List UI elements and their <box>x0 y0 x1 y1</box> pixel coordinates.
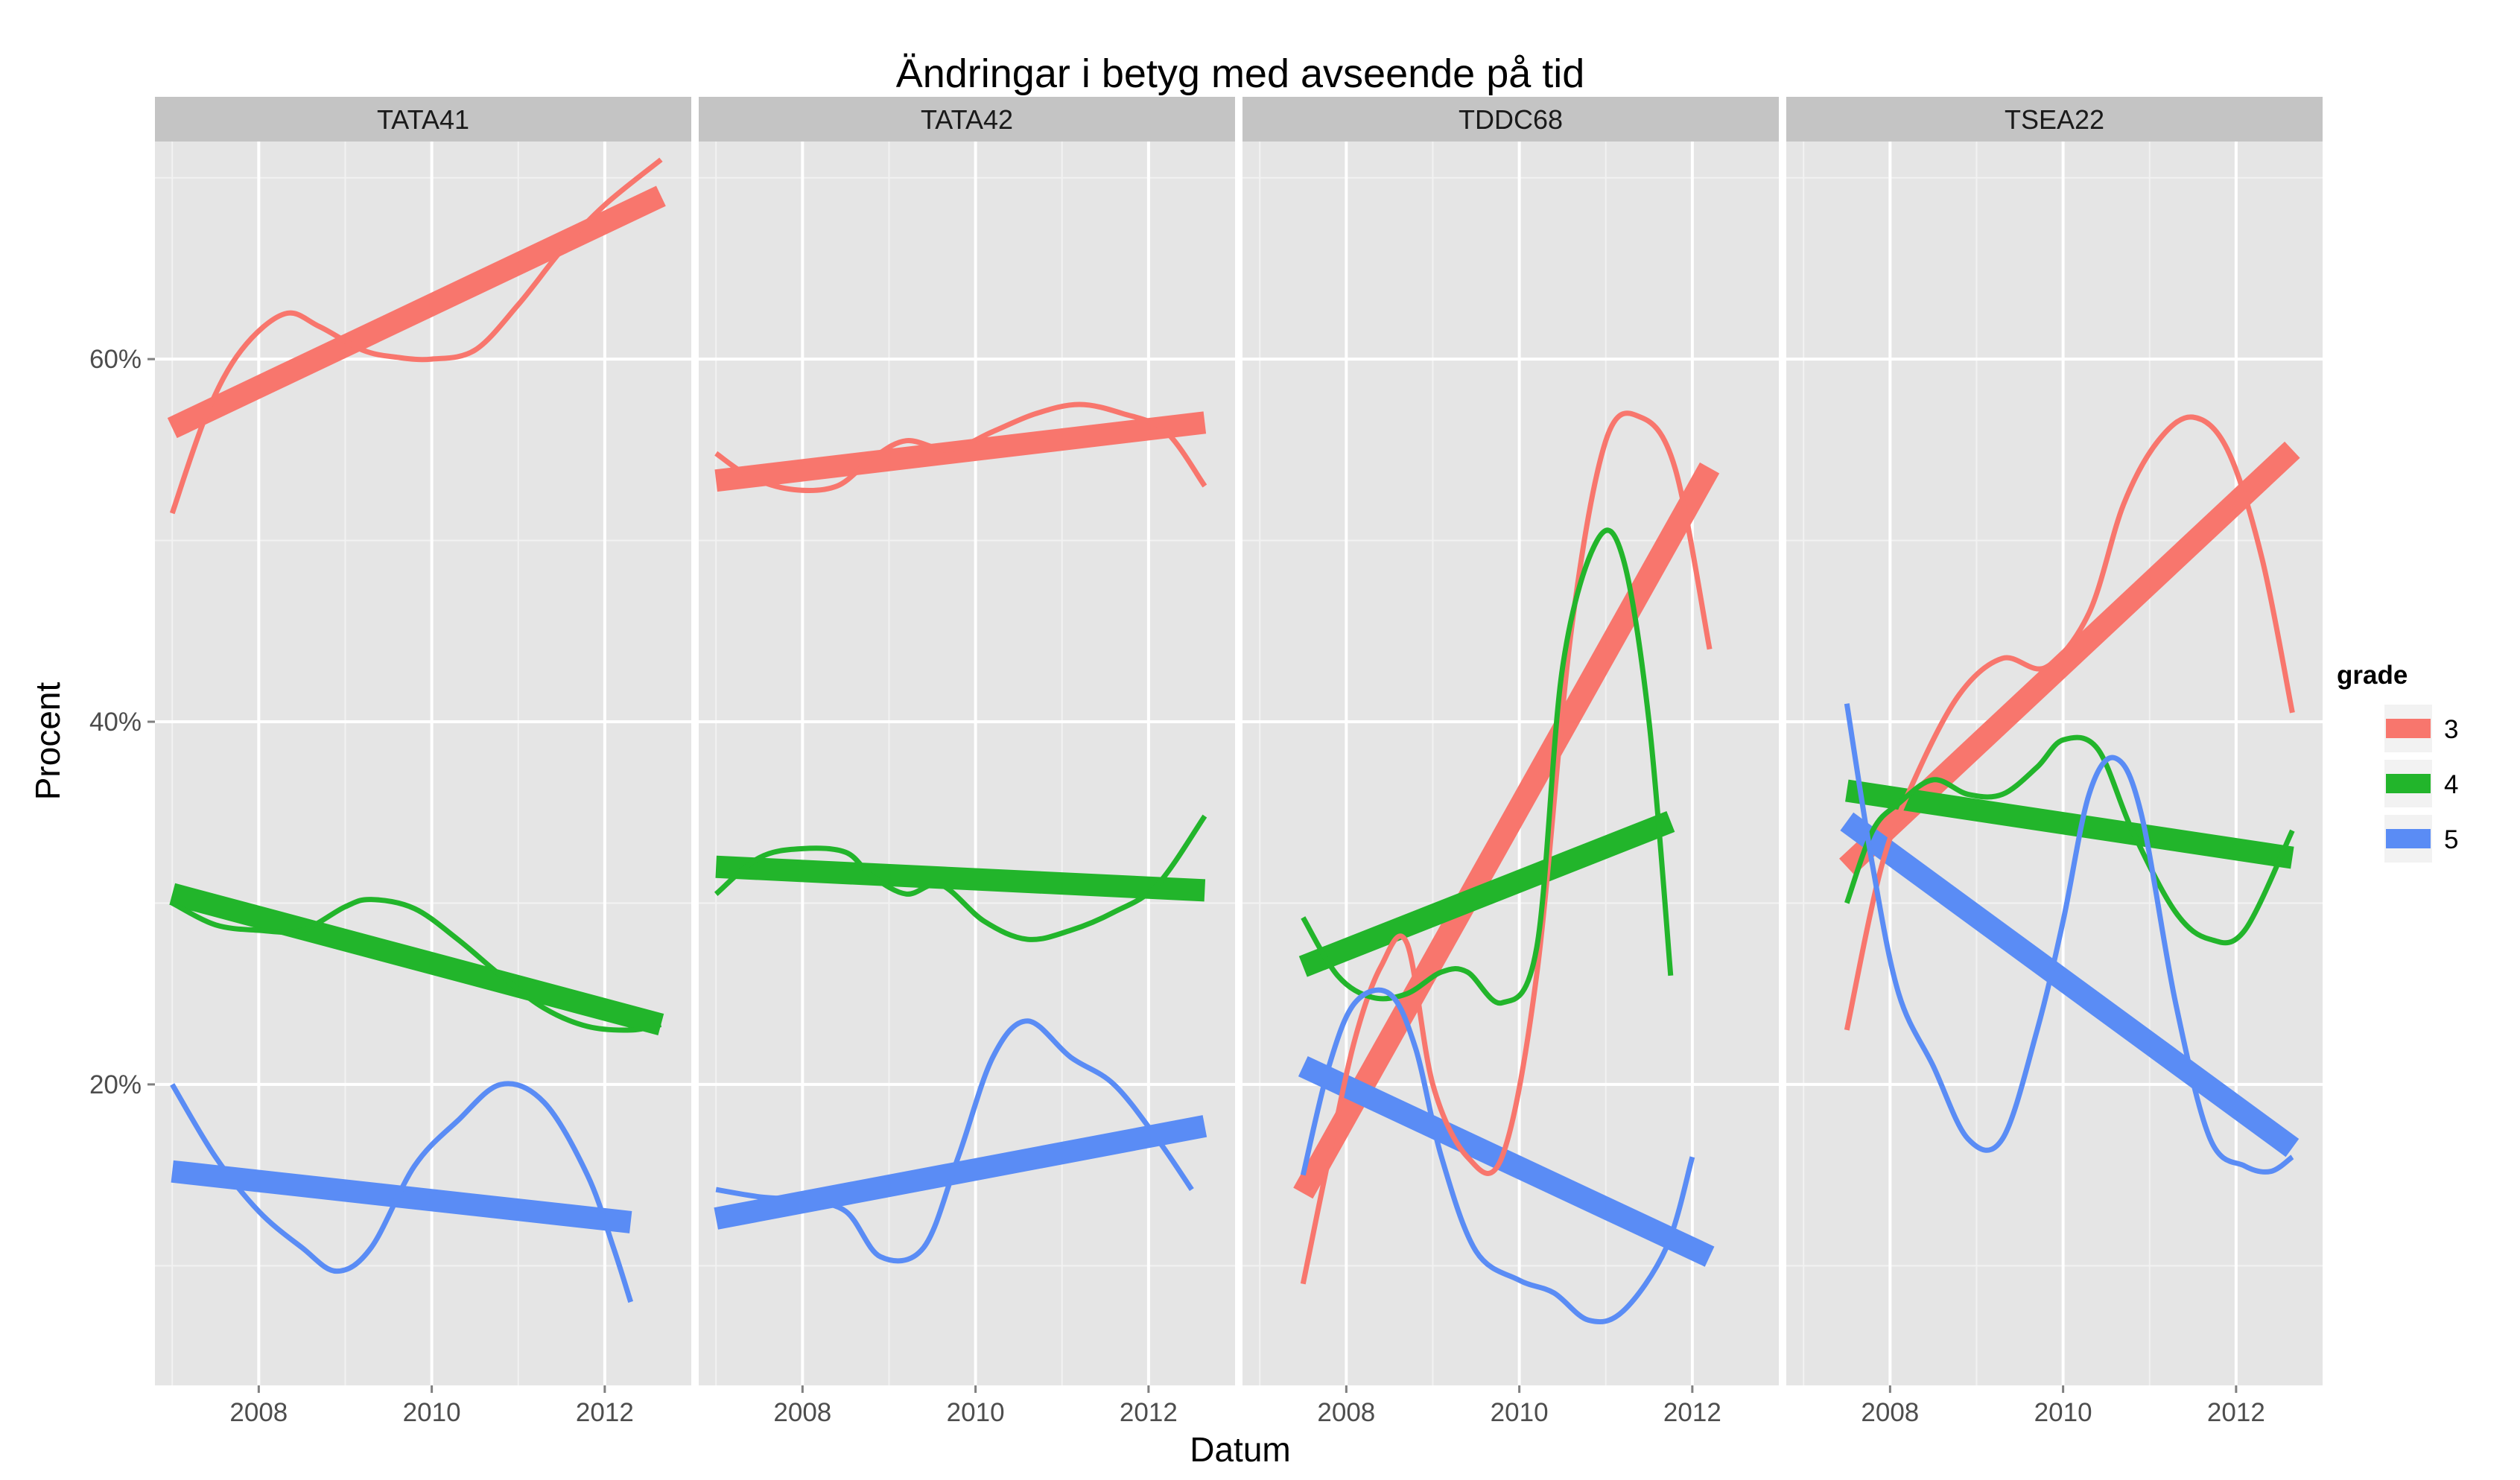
facet-panel-tata41: TATA41 2008 2010 2012 <box>155 97 691 1427</box>
facet-panel-tddc68: TDDC68 2008 2010 2012 <box>1242 97 1779 1427</box>
y-axis-title: Procent <box>28 682 67 801</box>
legend-label-grade-3: 3 <box>2444 715 2458 744</box>
smooth-line-grade-4 <box>714 814 1207 942</box>
panel-background <box>1786 142 2323 1385</box>
trend-line-grade-3 <box>167 185 666 439</box>
legend-title: grade <box>2337 661 2408 690</box>
facet-strip <box>1242 97 1779 142</box>
smooth-line-grade-3 <box>169 157 663 515</box>
trend-line-grade-4 <box>169 883 664 1036</box>
facet-panel-tata42: TATA42 2008 2010 2012 <box>699 97 1235 1427</box>
smooth-line-grade-5 <box>1300 987 1695 1325</box>
y-tick-label: 40% <box>89 708 142 737</box>
x-tick-label: 2012 <box>1120 1398 1178 1427</box>
trend-line-grade-4 <box>1845 779 2294 869</box>
facet-strip-label: TDDC68 <box>1459 104 1563 135</box>
smooth-line-grade-3 <box>714 401 1207 494</box>
x-tick-label: 2012 <box>1663 1398 1721 1427</box>
trend-line-grade-5 <box>171 1160 632 1233</box>
facet-panel-tsea22: TSEA22 2008 2010 2012 <box>1786 97 2323 1427</box>
x-tick-label: 2010 <box>2034 1398 2092 1427</box>
smooth-line-grade-5 <box>715 1018 1194 1264</box>
x-tick-label: 2010 <box>403 1398 461 1427</box>
x-axis-title: Datum <box>1190 1430 1290 1469</box>
x-tick-label: 2008 <box>1861 1398 1919 1427</box>
trend-line-grade-4 <box>1298 810 1675 977</box>
facet-strip <box>1786 97 2323 142</box>
trend-line-grade-3 <box>1293 462 1720 1199</box>
y-tick-label: 20% <box>89 1070 142 1099</box>
facet-strip-label: TSEA22 <box>2005 104 2104 135</box>
trend-line-grade-3 <box>714 411 1207 492</box>
x-tick-label: 2008 <box>773 1398 831 1427</box>
facet-strip-label: TATA42 <box>921 104 1013 135</box>
facet-strip-label: TATA41 <box>377 104 469 135</box>
trend-line-grade-4 <box>715 855 1206 902</box>
legend-label-grade-5: 5 <box>2444 825 2458 854</box>
x-tick-label: 2008 <box>1317 1398 1375 1427</box>
x-tick-label: 2012 <box>2207 1398 2265 1427</box>
x-tick-label: 2010 <box>947 1398 1005 1427</box>
legend-label-grade-4: 4 <box>2444 770 2458 799</box>
trend-line-grade-5 <box>1840 812 2300 1157</box>
legend: grade 3 4 5 <box>2337 661 2458 864</box>
smooth-line-grade-3 <box>1300 410 1713 1285</box>
trend-line-grade-5 <box>714 1115 1207 1230</box>
smooth-line-grade-5 <box>1844 703 2294 1175</box>
smooth-line-grade-4 <box>171 897 662 1033</box>
x-tick-label: 2008 <box>229 1398 288 1427</box>
facet-strip <box>699 97 1235 142</box>
trend-line-grade-5 <box>1298 1055 1715 1267</box>
facet-strip <box>155 97 691 142</box>
chart-title: Ändringar i betyg med avseende på tid <box>896 51 1585 96</box>
x-tick-label: 2012 <box>576 1398 634 1427</box>
smooth-line-grade-5 <box>170 1081 634 1303</box>
smooth-line-grade-4 <box>1844 734 2295 946</box>
y-tick-label: 60% <box>89 345 142 374</box>
x-tick-label: 2010 <box>1491 1398 1549 1427</box>
